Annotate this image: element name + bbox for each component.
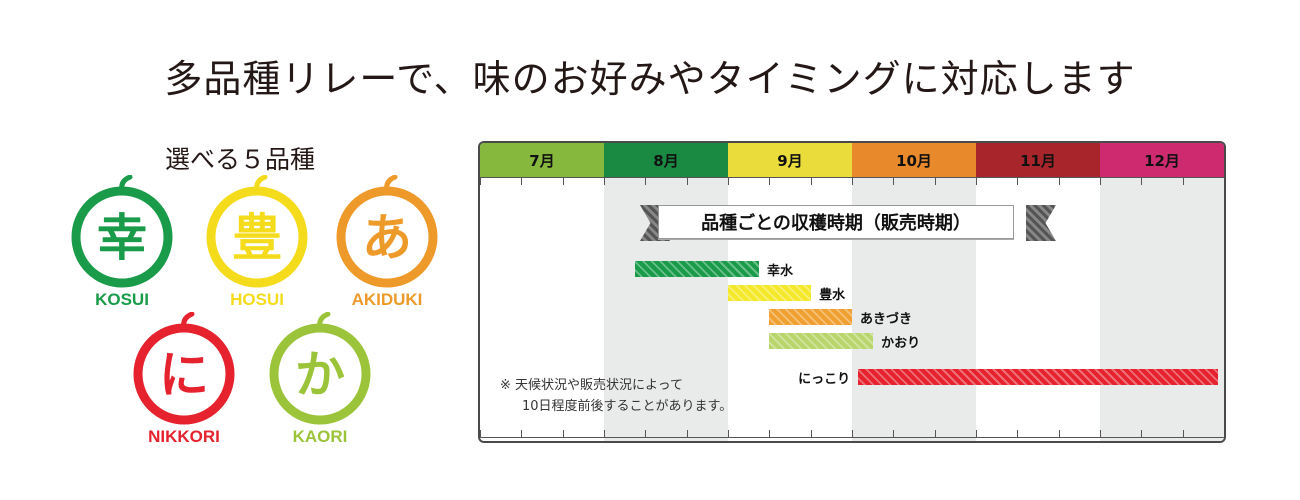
axis-tick (976, 430, 977, 437)
axis-tick (1100, 430, 1101, 437)
axis-tick (934, 430, 936, 437)
logo-nikkori: に NIKKORI (133, 312, 235, 446)
logo-kaori-romaji: KAORI (293, 427, 348, 446)
month-cell-5: 11月 (976, 143, 1100, 177)
axis-tick (893, 430, 895, 437)
harvest-bar-1 (635, 261, 759, 277)
ribbon-right (1026, 205, 1056, 241)
month-shade (1100, 177, 1224, 441)
header-line (480, 177, 1224, 178)
harvest-bar-label-2: 豊水 (819, 288, 846, 303)
axis-tick (976, 178, 977, 185)
note-line-1: ※ 天候状況や販売状況によって (500, 378, 683, 393)
logo-glyph: 幸 (97, 209, 147, 267)
axis-tick (562, 430, 564, 437)
axis-tick (645, 430, 647, 437)
logo-akiduki: あ AKIDUKI (336, 175, 438, 309)
harvest-bar-label-5: にっこり (798, 372, 851, 387)
logo-glyph: か (295, 346, 345, 404)
logo-glyph: あ (362, 209, 412, 267)
month-cell-3: 9月 (728, 143, 852, 177)
axis-tick (1182, 430, 1184, 437)
chart-note: ※ 天候状況や販売状況によって 10日程度前後することがあります。 (500, 375, 732, 417)
month-cell-4: 10月 (852, 143, 976, 177)
axis-tick (604, 430, 605, 437)
harvest-bar-5 (858, 369, 1218, 385)
axis-tick (852, 178, 853, 185)
logo-stem (384, 175, 398, 194)
axis-tick (1017, 430, 1019, 437)
axis-tick (1100, 178, 1101, 185)
logo-glyph: に (159, 346, 209, 404)
axis-tick (1224, 430, 1225, 437)
axis-tick (604, 178, 605, 185)
harvest-bar-label-1: 幸水 (767, 264, 794, 279)
axis-tick (1058, 178, 1060, 185)
axis-tick (810, 430, 812, 437)
logo-kosui: 幸 KOSUI (71, 175, 173, 309)
axis-tick (480, 430, 481, 437)
axis-tick (1141, 178, 1143, 185)
month-cell-6: 12月 (1100, 143, 1224, 177)
logo-stem (119, 175, 133, 194)
axis-tick (1224, 178, 1225, 185)
axis-tick (1058, 430, 1060, 437)
logo-hosui-romaji: HOSUI (230, 290, 284, 309)
logo-stem (317, 312, 331, 331)
axis-tick (728, 430, 729, 437)
logo-stem (181, 312, 195, 331)
axis-tick (1017, 178, 1019, 185)
footer-line (480, 437, 1224, 438)
harvest-bar-label-3: あきづき (860, 312, 913, 327)
varieties-subtitle: 選べる５品種 (165, 145, 316, 174)
chart-title: 品種ごとの収穫時期（販売時期） (658, 205, 1014, 239)
axis-tick (521, 178, 523, 185)
axis-tick (852, 430, 853, 437)
page-headline: 多品種リレーで、味のお好みやタイミングに対応します (164, 57, 1136, 101)
axis-tick (893, 178, 895, 185)
axis-tick (521, 430, 523, 437)
note-line-2: 10日程度前後することがあります。 (522, 399, 733, 414)
axis-tick (645, 178, 647, 185)
harvest-bar-2 (728, 285, 812, 301)
month-cell-2: 8月 (604, 143, 728, 177)
axis-tick (686, 178, 688, 185)
axis-tick (769, 430, 771, 437)
axis-tick (1182, 178, 1184, 185)
logo-kaori: か KAORI (269, 312, 371, 446)
axis-tick (810, 178, 812, 185)
axis-tick (1141, 430, 1143, 437)
axis-tick (686, 430, 688, 437)
logo-nikkori-romaji: NIKKORI (148, 427, 220, 446)
harvest-bar-4 (768, 333, 874, 349)
month-cell-1: 7月 (480, 143, 604, 177)
logo-stem (254, 175, 268, 194)
logo-glyph: 豊 (232, 209, 282, 267)
logo-hosui: 豊 HOSUI (206, 175, 308, 309)
axis-tick (480, 178, 481, 185)
harvest-bar-3 (768, 309, 852, 325)
logo-akiduki-romaji: AKIDUKI (352, 290, 423, 309)
axis-tick (769, 178, 771, 185)
harvest-chart: 7月 8月 9月 10月 11月 12月 品種ごとの収穫時期（販売時期） 幸水豊水 あきづき… (478, 141, 1226, 443)
axis-tick (562, 178, 564, 185)
axis-tick (728, 178, 729, 185)
logo-kosui-romaji: KOSUI (95, 290, 149, 309)
harvest-bar-label-4: かおり (881, 336, 921, 351)
axis-tick (934, 178, 936, 185)
